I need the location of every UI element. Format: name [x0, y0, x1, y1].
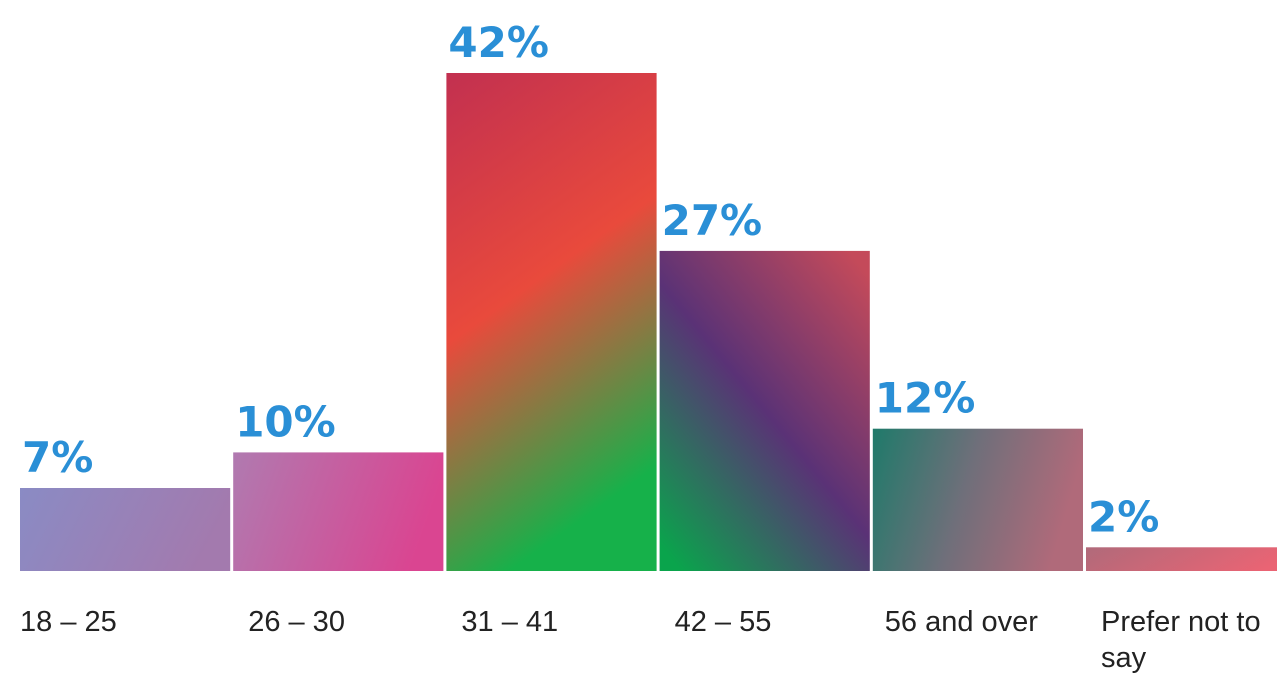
- category-label-18-25: 18 – 25: [20, 606, 117, 638]
- bar-56-and-over: [872, 428, 1083, 571]
- bar-31-41: [446, 73, 657, 571]
- category-label-31-41: 31 – 41: [461, 606, 558, 638]
- value-label-42-55: 27%: [662, 196, 763, 245]
- value-label-31-41: 42%: [448, 18, 549, 67]
- value-label-56-and-over: 12%: [875, 374, 976, 423]
- bar-prefer-not-to-say: [1086, 547, 1277, 571]
- value-labels: 7% 10% 42% 27% 12% 2%: [22, 18, 1159, 541]
- category-labels: 18 – 25 26 – 30 31 – 41 42 – 55 56 and over P…: [20, 606, 1261, 674]
- value-label-prefer-not-to-say: 2%: [1088, 492, 1159, 541]
- value-label-18-25: 7%: [22, 433, 93, 482]
- category-label-26-30: 26 – 30: [248, 606, 345, 638]
- bar-18-25: [20, 488, 231, 571]
- bars: [20, 73, 1277, 571]
- bar-42-55: [659, 250, 870, 571]
- bar-26-30: [233, 452, 444, 571]
- category-label-42-55: 42 – 55: [675, 606, 772, 638]
- category-label-prefer-not-to-say: Prefer not to say: [1101, 606, 1261, 674]
- category-label-56-and-over: 56 and over: [885, 606, 1039, 638]
- value-label-26-30: 10%: [235, 397, 336, 446]
